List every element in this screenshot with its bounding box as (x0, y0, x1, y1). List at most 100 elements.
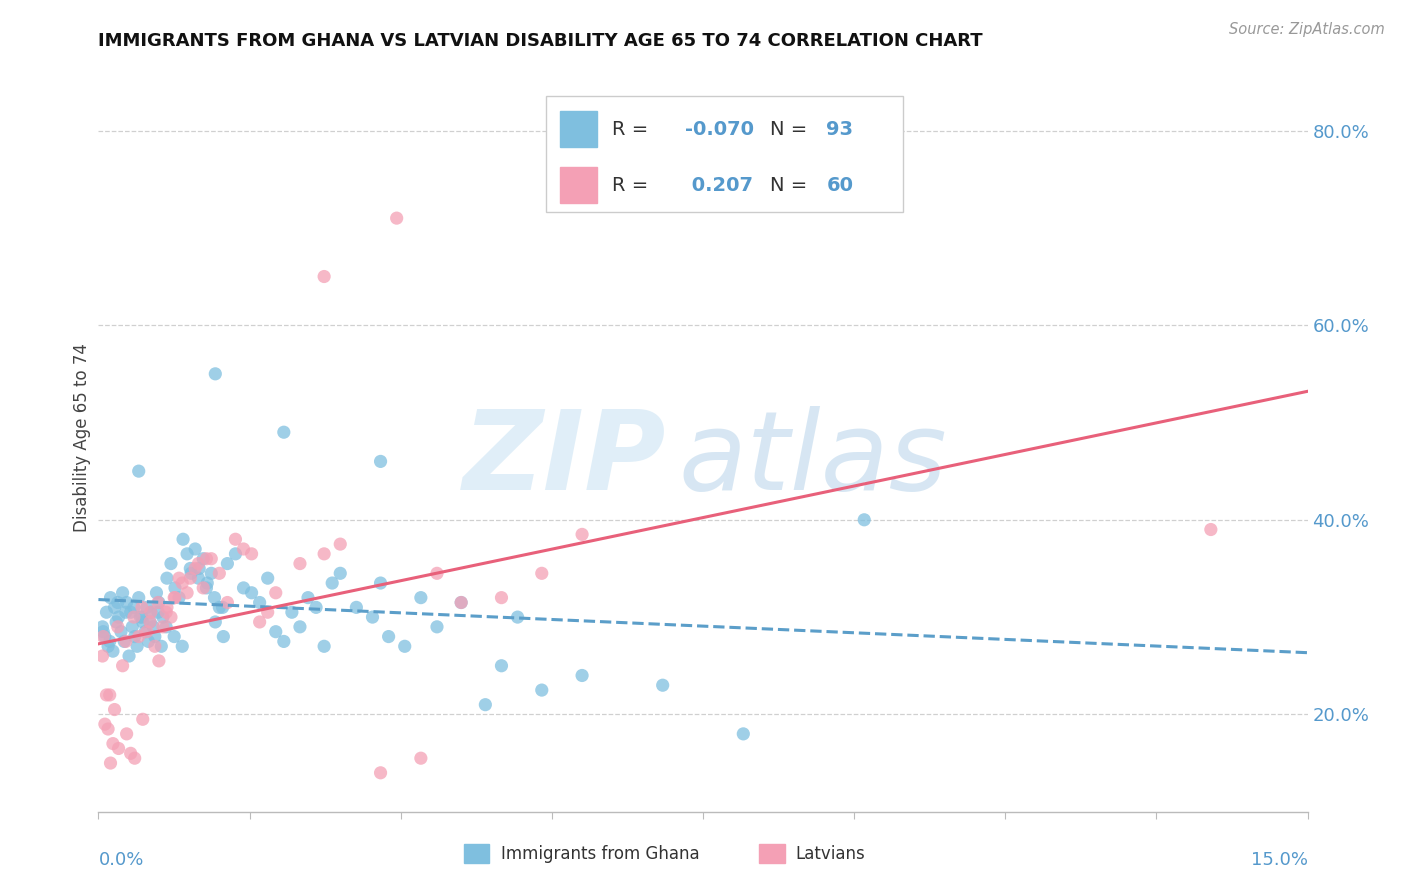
Point (145, 586, 167, 600)
Point (377, 630, 399, 644)
Point (139, 615, 162, 629)
Point (139, 615, 162, 629)
Point (195, 576, 218, 591)
Point (143, 640, 166, 654)
Y-axis label: Disability Age 65 to 74: Disability Age 65 to 74 (73, 343, 91, 532)
Point (135, 624, 157, 639)
Point (450, 595, 472, 609)
Point (193, 551, 215, 566)
Point (491, 591, 513, 605)
Point (107, 595, 129, 609)
Point (288, 557, 311, 571)
Point (240, 547, 263, 561)
Text: N =: N = (769, 176, 813, 194)
Point (101, 737, 124, 751)
Point (132, 615, 155, 629)
Text: 0.207: 0.207 (685, 176, 752, 194)
Point (256, 605, 278, 619)
Point (139, 605, 162, 619)
Point (101, 644, 124, 658)
Point (314, 269, 336, 284)
Point (163, 581, 186, 595)
Point (114, 634, 136, 648)
Point (187, 571, 209, 585)
Point (195, 551, 218, 566)
Text: 60: 60 (827, 176, 853, 194)
Point (94, 630, 117, 644)
Point (217, 557, 239, 571)
Text: 15.0%: 15.0% (1250, 851, 1308, 869)
Point (127, 640, 149, 654)
Point (91, 648, 114, 663)
Point (361, 610, 384, 624)
Point (98, 688, 121, 702)
Point (273, 425, 295, 440)
Point (128, 464, 150, 478)
Point (97, 722, 120, 736)
Point (370, 765, 392, 780)
Point (179, 571, 201, 585)
Point (139, 605, 162, 619)
Point (281, 605, 304, 619)
Point (200, 551, 222, 566)
Point (121, 620, 143, 634)
Point (385, 211, 408, 226)
Text: 0.0%: 0.0% (98, 851, 143, 869)
Point (256, 571, 278, 585)
Point (200, 566, 222, 581)
Point (91, 624, 114, 639)
Point (152, 610, 174, 624)
Point (107, 741, 129, 756)
Point (240, 586, 263, 600)
Point (288, 620, 311, 634)
Point (122, 610, 145, 624)
Point (103, 600, 125, 615)
Point (100, 591, 122, 605)
Point (426, 566, 449, 581)
Point (163, 591, 186, 605)
Point (491, 658, 513, 673)
Point (409, 751, 432, 765)
Point (273, 634, 295, 648)
Text: atlas: atlas (679, 406, 948, 513)
Point (329, 566, 352, 581)
Point (204, 367, 226, 381)
Point (297, 591, 319, 605)
Point (98, 634, 121, 648)
Point (232, 541, 254, 556)
Point (148, 595, 170, 609)
Point (105, 615, 128, 629)
Point (370, 576, 392, 591)
Point (155, 605, 177, 619)
Text: R =: R = (613, 120, 655, 138)
Point (314, 640, 336, 654)
Point (571, 527, 593, 541)
Point (120, 747, 142, 761)
Point (179, 561, 201, 575)
Point (97, 640, 120, 654)
Point (156, 571, 179, 585)
Point (94, 717, 117, 731)
Point (249, 615, 271, 629)
Point (474, 698, 496, 712)
Point (143, 630, 166, 644)
Point (112, 634, 135, 648)
Point (156, 600, 179, 615)
Bar (561, 112, 596, 147)
Point (114, 605, 136, 619)
Point (506, 610, 529, 624)
Point (530, 683, 553, 698)
Point (853, 513, 876, 527)
Point (344, 600, 367, 615)
Point (212, 630, 235, 644)
Text: R =: R = (613, 176, 655, 194)
Point (150, 640, 173, 654)
Point (115, 727, 138, 741)
Point (167, 571, 190, 585)
Point (163, 591, 186, 605)
Point (91, 630, 114, 644)
Point (103, 702, 125, 716)
Point (128, 630, 150, 644)
Point (172, 533, 194, 547)
Point (91, 620, 114, 634)
